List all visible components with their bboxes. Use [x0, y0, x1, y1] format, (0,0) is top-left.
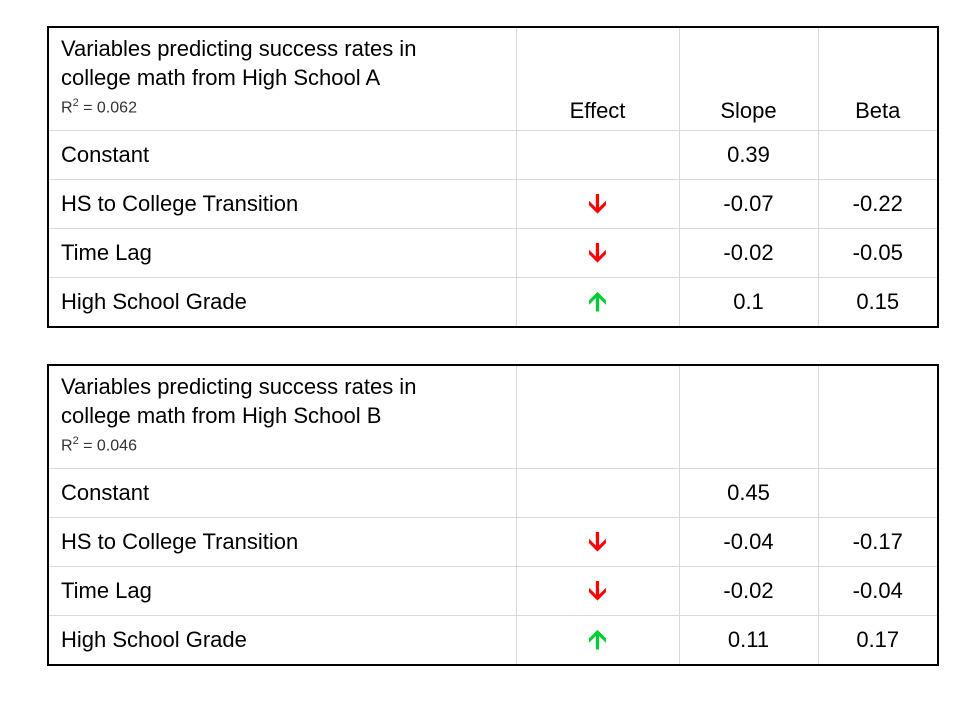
- slope-cell: -0.07: [678, 179, 819, 229]
- slope-cell: -0.02: [678, 228, 819, 278]
- row-label: HS to College Transition: [47, 517, 517, 567]
- down-arrow-icon: 🡫: [588, 575, 607, 605]
- effect-cell: [515, 468, 680, 518]
- up-arrow-icon: 🡩: [588, 286, 607, 316]
- down-arrow-icon: 🡫: [588, 188, 607, 218]
- slope-cell: -0.02: [678, 566, 819, 616]
- down-arrow-icon: 🡫: [588, 237, 607, 267]
- table-title-cell: Variables predicting success rates in co…: [47, 26, 517, 131]
- slope-cell: 0.45: [678, 468, 819, 518]
- beta-column-header: Beta: [817, 26, 939, 131]
- effect-cell: [515, 130, 680, 180]
- row-label: Constant: [47, 468, 517, 518]
- down-arrow-icon: 🡫: [588, 526, 607, 556]
- effect-column-header: [515, 364, 680, 469]
- slope-cell: 0.1: [678, 277, 819, 328]
- regression-table-school-b: Variables predicting success rates in co…: [47, 364, 939, 666]
- row-label: Time Lag: [47, 566, 517, 616]
- effect-cell: 🡫: [515, 179, 680, 229]
- effect-cell: 🡩: [515, 277, 680, 328]
- table-row: Constant 0.39: [47, 130, 939, 180]
- effect-column-header: Effect: [515, 26, 680, 131]
- up-arrow-icon: 🡩: [588, 624, 607, 654]
- slope-column-header: Slope: [678, 26, 819, 131]
- beta-cell: 0.17: [817, 615, 939, 666]
- table-row: Constant 0.45: [47, 468, 939, 518]
- slope-cell: 0.11: [678, 615, 819, 666]
- beta-cell: -0.04: [817, 566, 939, 616]
- effect-cell: 🡫: [515, 566, 680, 616]
- row-label: HS to College Transition: [47, 179, 517, 229]
- row-label: Time Lag: [47, 228, 517, 278]
- effect-cell: 🡫: [515, 228, 680, 278]
- slope-column-header: [678, 364, 819, 469]
- slope-cell: -0.04: [678, 517, 819, 567]
- table-title-line-1: Variables predicting success rates in: [61, 374, 417, 399]
- r-squared-label: R2 = 0.046: [61, 435, 137, 455]
- r-squared-label: R2 = 0.062: [61, 97, 137, 117]
- effect-cell: 🡫: [515, 517, 680, 567]
- effect-cell: 🡩: [515, 615, 680, 666]
- beta-cell: 0.15: [817, 277, 939, 328]
- beta-cell: -0.05: [817, 228, 939, 278]
- table-header-row: Variables predicting success rates in co…: [47, 364, 939, 469]
- table-row: High School Grade 🡩 0.1 0.15: [47, 277, 939, 328]
- row-label: Constant: [47, 130, 517, 180]
- table-title-line-2: college math from High School B: [61, 403, 382, 428]
- table-row: HS to College Transition 🡫 -0.07 -0.22: [47, 179, 939, 229]
- table-title-line-1: Variables predicting success rates in: [61, 36, 417, 61]
- slope-cell: 0.39: [678, 130, 819, 180]
- row-label: High School Grade: [47, 615, 517, 666]
- beta-cell: [817, 468, 939, 518]
- table-row: Time Lag 🡫 -0.02 -0.04: [47, 566, 939, 616]
- table-row: HS to College Transition 🡫 -0.04 -0.17: [47, 517, 939, 567]
- beta-column-header: [817, 364, 939, 469]
- table-row: Time Lag 🡫 -0.02 -0.05: [47, 228, 939, 278]
- beta-cell: -0.17: [817, 517, 939, 567]
- table-title-line-2: college math from High School A: [61, 65, 381, 90]
- table-header-row: Variables predicting success rates in co…: [47, 26, 939, 131]
- row-label: High School Grade: [47, 277, 517, 328]
- regression-table-school-a: Variables predicting success rates in co…: [47, 26, 939, 328]
- beta-cell: -0.22: [817, 179, 939, 229]
- table-title-cell: Variables predicting success rates in co…: [47, 364, 517, 469]
- beta-cell: [817, 130, 939, 180]
- table-row: High School Grade 🡩 0.11 0.17: [47, 615, 939, 666]
